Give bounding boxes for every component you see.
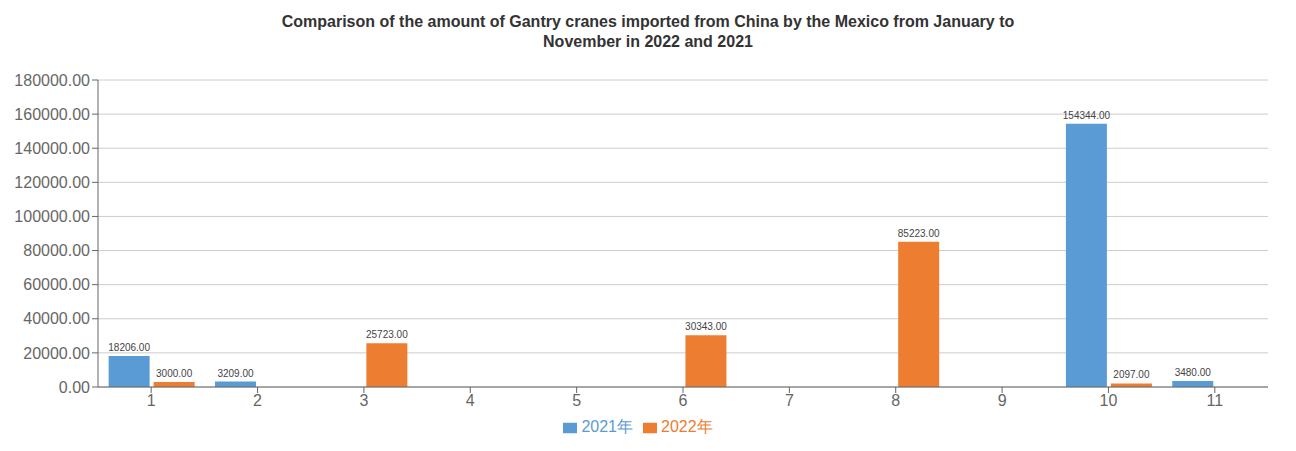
html-text:November in 2022 and 2021: November in 2022 and 2021 (543, 33, 753, 50)
svg-text:2097.00: 2097.00 (1113, 369, 1150, 380)
svg-text:154344.00: 154344.00 (1063, 110, 1111, 121)
svg-text:8: 8 (891, 392, 900, 409)
svg-text:3000.00: 3000.00 (156, 368, 193, 379)
svg-text:3: 3 (359, 392, 368, 409)
svg-text:9: 9 (998, 392, 1007, 409)
svg-text:120000.00: 120000.00 (14, 174, 90, 191)
svg-text:40000.00: 40000.00 (23, 310, 90, 327)
svg-text:100000.00: 100000.00 (14, 208, 90, 225)
svg-text:0.00: 0.00 (59, 379, 90, 396)
svg-text:30343.00: 30343.00 (685, 321, 727, 332)
svg-text:10: 10 (1100, 392, 1118, 409)
svg-text:4: 4 (466, 392, 475, 409)
svg-text:18206.00: 18206.00 (108, 342, 150, 353)
svg-text:20000.00: 20000.00 (23, 345, 90, 362)
html-text:Comparison of the amount of Ga: Comparison of the amount of Gantry crane… (281, 13, 1015, 30)
html-text:2022年: 2022年 (661, 418, 713, 435)
svg-text:3480.00: 3480.00 (1175, 367, 1212, 378)
svg-text:25723.00: 25723.00 (366, 329, 408, 340)
svg-text:60000.00: 60000.00 (23, 276, 90, 293)
svg-text:1: 1 (147, 392, 156, 409)
svg-text:5: 5 (572, 392, 581, 409)
svg-text:3209.00: 3209.00 (217, 368, 254, 379)
svg-text:85223.00: 85223.00 (898, 228, 940, 239)
svg-text:180000.00: 180000.00 (14, 72, 90, 89)
svg-text:6: 6 (679, 392, 688, 409)
svg-text:2: 2 (253, 392, 262, 409)
svg-text:140000.00: 140000.00 (14, 140, 90, 157)
html-text:2021年: 2021年 (581, 418, 633, 435)
svg-text:80000.00: 80000.00 (23, 242, 90, 259)
svg-text:7: 7 (785, 392, 794, 409)
svg-text:160000.00: 160000.00 (14, 106, 90, 123)
svg-text:11: 11 (1207, 392, 1224, 409)
